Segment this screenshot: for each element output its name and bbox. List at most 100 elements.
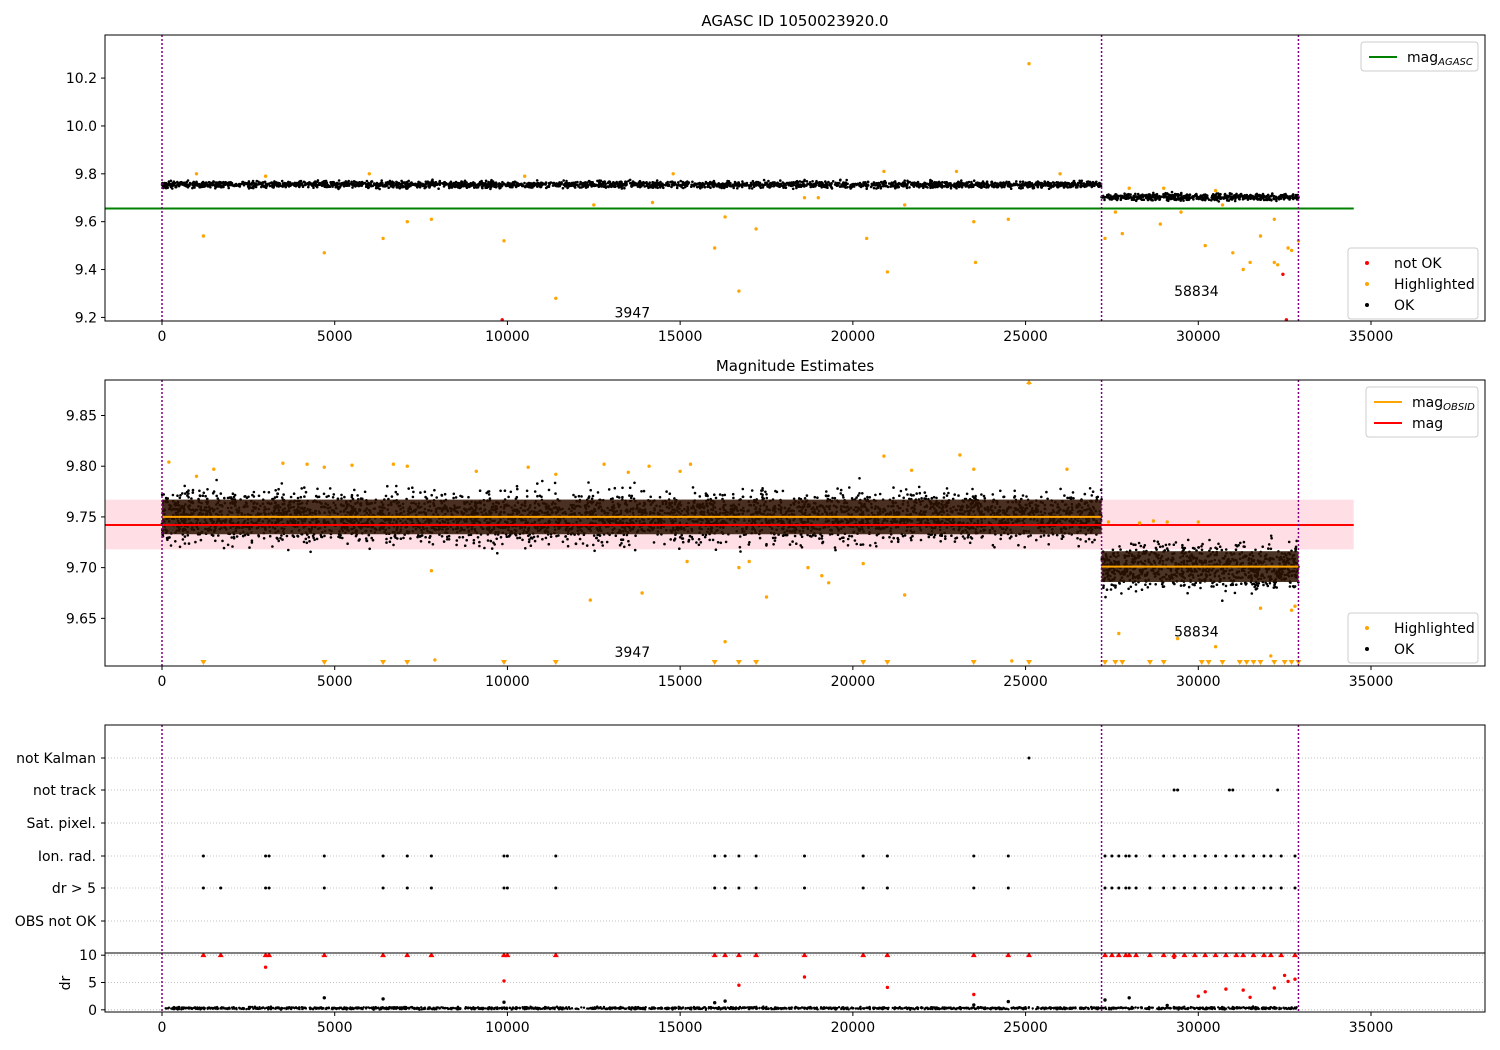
ok-point <box>749 183 753 187</box>
ok-point <box>1080 182 1083 185</box>
ok-point <box>1210 199 1213 202</box>
ok-point <box>1072 180 1075 183</box>
ok-point <box>497 182 501 186</box>
ok-point <box>740 185 744 189</box>
ok-point <box>972 179 976 182</box>
ok-point <box>1251 194 1254 198</box>
ok-point <box>524 184 528 187</box>
ok-point <box>361 182 365 186</box>
ok-point <box>222 180 225 184</box>
ok-point <box>1134 192 1137 196</box>
x-tick-label: 10000 <box>485 329 530 345</box>
ok-point <box>831 496 834 500</box>
ok-point <box>592 543 595 547</box>
ok-point <box>1192 198 1195 201</box>
ok-point <box>569 182 573 186</box>
ok-point <box>385 537 388 541</box>
ok-point <box>539 183 543 187</box>
ok-point <box>289 184 292 187</box>
not-ok-point <box>1281 272 1285 276</box>
ok-point <box>767 179 770 183</box>
highlighted-point <box>322 251 326 255</box>
ok-point <box>910 182 913 186</box>
ok-point <box>1275 197 1278 201</box>
ok-point <box>708 185 711 189</box>
ok-point <box>888 535 891 539</box>
ok-point <box>358 181 362 184</box>
ok-point <box>606 185 610 188</box>
ok-point <box>1188 193 1191 197</box>
ok-point <box>332 493 336 496</box>
ok-point <box>532 535 536 539</box>
highlighted-point <box>1120 231 1125 236</box>
ok-point <box>601 544 604 547</box>
ok-point <box>425 181 429 185</box>
ok-point <box>200 181 204 185</box>
ok-point <box>459 182 463 185</box>
ok-point <box>1227 199 1231 202</box>
ok-point <box>605 540 609 544</box>
ok-point <box>981 180 985 183</box>
ok-point <box>250 186 253 189</box>
ok-point <box>188 181 192 185</box>
ok-point <box>1098 181 1101 185</box>
ok-point <box>266 183 269 187</box>
ok-point <box>1158 198 1162 201</box>
ok-point <box>945 181 949 184</box>
ok-point <box>1081 184 1085 188</box>
ok-point <box>255 183 259 186</box>
ok-point <box>386 484 389 488</box>
ok-point <box>768 186 771 189</box>
ok-point <box>640 182 643 185</box>
ok-point <box>1173 192 1177 196</box>
ok-point <box>865 185 869 188</box>
ok-point <box>966 184 970 188</box>
ok-point <box>772 184 775 188</box>
ok-point <box>1216 196 1220 200</box>
ok-point <box>325 185 329 189</box>
ok-point <box>169 544 173 547</box>
ok-point <box>1049 183 1053 187</box>
ok-point <box>333 183 337 187</box>
ok-point <box>1266 195 1269 198</box>
y-tick-label: 9.2 <box>75 310 97 326</box>
ok-point <box>484 179 488 183</box>
ok-point <box>918 182 922 186</box>
ok-point <box>340 493 343 497</box>
ok-point <box>552 181 556 185</box>
ok-point <box>1214 193 1218 196</box>
ok-point <box>174 184 178 188</box>
ok-point <box>701 182 705 185</box>
ok-point <box>1123 192 1126 195</box>
ok-point <box>741 487 745 491</box>
ok-point <box>836 181 839 185</box>
ok-point <box>682 181 685 185</box>
ok-point <box>993 546 996 549</box>
ok-point <box>533 539 537 543</box>
ok-point <box>969 183 973 186</box>
ok-point <box>999 184 1003 187</box>
ok-point <box>1182 194 1186 198</box>
ok-point <box>741 180 744 183</box>
ok-point <box>1228 192 1232 195</box>
ok-point <box>438 179 442 183</box>
ok-point <box>1207 198 1211 201</box>
ok-point <box>374 182 378 186</box>
ok-point <box>732 496 735 500</box>
ok-point <box>855 496 858 499</box>
ok-point <box>761 487 764 490</box>
ok-point <box>489 539 493 543</box>
ok-point <box>523 181 526 185</box>
ok-point <box>171 183 175 187</box>
highlighted-point <box>502 239 506 243</box>
ok-point <box>312 186 315 189</box>
ok-point <box>273 180 276 183</box>
ok-point <box>834 183 838 187</box>
ok-point <box>183 484 186 488</box>
ok-point <box>922 182 925 186</box>
ok-point <box>1291 195 1294 199</box>
highlighted-point <box>1272 217 1277 221</box>
ok-point <box>779 182 782 186</box>
